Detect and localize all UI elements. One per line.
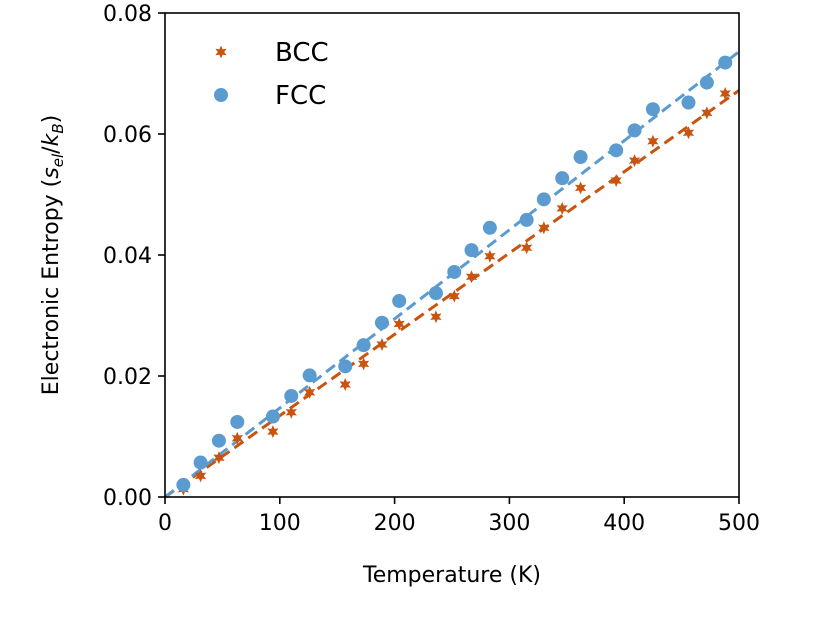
fcc-data-point [519,212,534,227]
fcc-data-point [356,338,371,353]
fcc-data-point [176,477,191,492]
fcc-data-point [699,75,714,90]
x-tick-label: 400 [603,511,645,536]
bcc-data-point [628,154,641,168]
bcc-data-point [556,201,568,215]
bcc-data-point [357,357,370,371]
fcc-data-point [609,143,624,158]
fcc-data-point [265,409,280,424]
fcc-data-point [374,315,389,330]
x-tick-label: 200 [374,511,416,536]
bcc-data-point [574,181,587,195]
bcc-data-point [610,174,622,188]
bcc-data-point [339,377,351,391]
bcc-data-point [719,86,731,100]
bcc-data-point [520,241,533,255]
fcc-data-point [555,171,570,186]
fcc-data-point [464,243,479,258]
legend-fcc-marker [214,88,228,102]
bcc-data-point [465,270,478,284]
fcc-data-point [681,95,696,110]
data-points [176,55,733,496]
bcc-data-point [194,469,207,483]
legend-fcc-label: FCC [275,81,326,111]
bcc-data-point [538,221,550,235]
bcc-data-point [448,289,460,303]
fcc-data-point [536,192,551,207]
y-axis-label: Electronic Entropy (sel/kB) [39,115,67,395]
bcc-data-point [213,451,225,465]
plot-area-frame [164,12,740,498]
bcc-data-point [304,385,316,399]
bcc-data-point [430,310,442,324]
x-tick-label: 0 [158,511,172,536]
x-axis-ticks: 0 100 200 300 400 500 [158,497,760,536]
fcc-data-point [447,264,462,279]
y-tick-label: 0.00 [103,486,152,511]
x-tick-label: 100 [259,511,301,536]
fcc-data-point [573,149,588,164]
fcc-data-point [230,414,245,429]
x-tick-label: 300 [488,511,530,536]
fcc-data-point [338,359,353,374]
x-axis-label: Temperature (K) [362,563,541,588]
legend: BCC FCC [214,38,329,111]
fcc-data-point [428,286,443,301]
fcc-data-point [193,455,208,470]
bcc-data-point [267,425,279,439]
y-tick-label: 0.02 [103,365,152,390]
fcc-data-point [645,102,660,117]
fcc-data-point [482,220,497,235]
fcc-data-point [284,388,299,403]
y-tick-label: 0.08 [103,2,152,27]
fcc-data-point [392,293,407,308]
bcc-data-point [393,317,405,331]
legend-bcc-label: BCC [275,38,329,68]
bcc-data-point [484,249,496,263]
fcc-data-point [718,55,733,70]
fcc-data-point [627,123,642,138]
bcc-fit-line [164,89,740,499]
y-tick-label: 0.04 [103,244,152,269]
bcc-data-point [376,338,388,352]
y-axis-ticks: 0.00 0.02 0.04 0.06 0.08 [103,2,165,511]
fcc-data-point [302,368,317,383]
bcc-data-point [285,405,297,419]
bcc-data-point [647,134,659,148]
bcc-data-point [682,126,695,140]
bcc-data-point [231,431,243,445]
fcc-data-point [211,433,226,448]
y-tick-label: 0.06 [103,123,152,148]
x-tick-label: 500 [718,511,760,536]
bcc-data-point [701,106,713,120]
legend-bcc-marker [215,45,227,59]
